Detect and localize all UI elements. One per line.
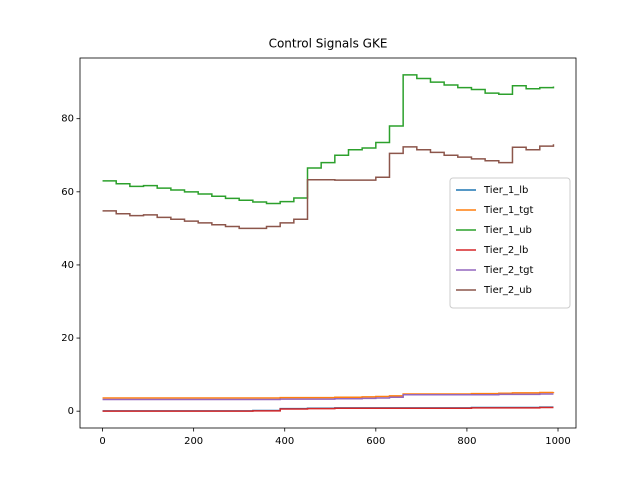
legend: Tier_1_lb Tier_1_tgt Tier_1_ub Tier_2_lb Tie… bbox=[449, 177, 571, 309]
y-tick-label: 20 bbox=[61, 333, 74, 344]
x-tick-label: 800 bbox=[457, 436, 476, 447]
legend-label: Tier_1_ub bbox=[483, 225, 532, 236]
legend-box bbox=[449, 177, 571, 309]
x-tick-label: 200 bbox=[184, 436, 203, 447]
x-tick-label: 400 bbox=[275, 436, 294, 447]
series-line bbox=[102, 406, 554, 412]
chart-title: Control Signals GKE bbox=[269, 37, 388, 51]
y-tick-label: 0 bbox=[68, 406, 74, 417]
series-line bbox=[102, 144, 555, 230]
series-line bbox=[102, 74, 555, 205]
series-line bbox=[102, 393, 554, 401]
y-tick-label: 40 bbox=[61, 260, 74, 271]
x-tick-label: 1000 bbox=[545, 436, 570, 447]
legend-label: Tier_2_lb bbox=[483, 245, 528, 256]
plot-frame bbox=[79, 57, 577, 429]
legend-label: Tier_2_ub bbox=[483, 285, 532, 296]
legend-label: Tier_1_lb bbox=[483, 185, 528, 196]
y-tick-label: 60 bbox=[61, 187, 74, 198]
x-tick-label: 0 bbox=[99, 436, 105, 447]
y-tick-label: 80 bbox=[61, 114, 74, 125]
x-tick-label: 600 bbox=[366, 436, 385, 447]
legend-label: Tier_2_tgt bbox=[483, 265, 533, 276]
series-line bbox=[102, 391, 555, 399]
legend-label: Tier_1_tgt bbox=[483, 205, 533, 216]
